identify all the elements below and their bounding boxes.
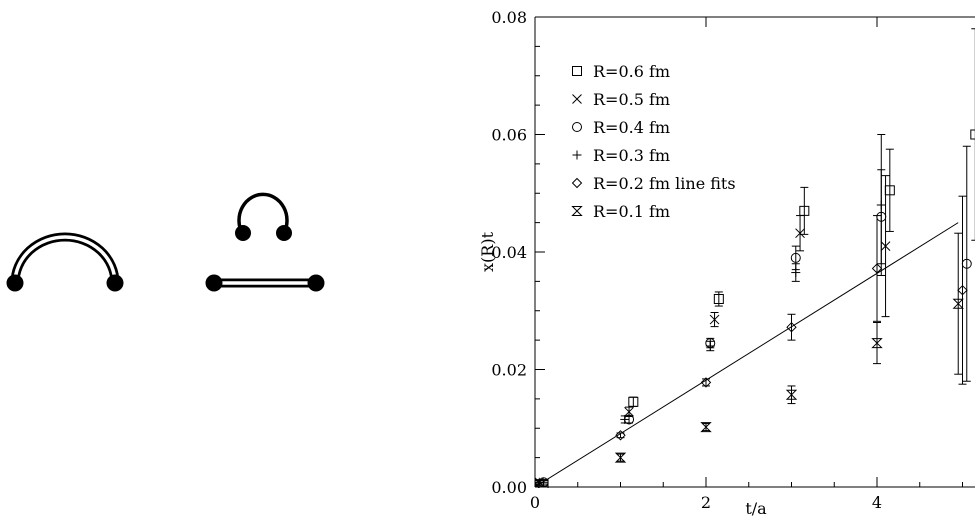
data-point-hourglass [700, 422, 712, 433]
data-point-diamond [615, 430, 626, 441]
data-point-cross [624, 406, 634, 417]
y-tick-label: 0.04 [491, 243, 527, 262]
legend-marker-circle [572, 122, 582, 132]
data-point-plus [705, 341, 715, 351]
data-point-plus [876, 200, 886, 210]
legend-label: R=0.5 fm [593, 90, 670, 109]
data-point-square [799, 205, 810, 216]
y-axis-label: x(R)t [478, 231, 497, 272]
data-point-hourglass [952, 298, 964, 309]
data-point-hourglass [871, 338, 883, 349]
legend-label: R=0.6 fm [593, 62, 670, 81]
loop-right-dot [276, 225, 292, 241]
bar-right-dot [307, 274, 325, 292]
data-point-hourglass [535, 479, 541, 488]
legend-label: R=0.1 fm [593, 202, 670, 221]
data-point-square [970, 129, 975, 140]
y-tick-label: 0.08 [491, 8, 527, 27]
legend-marker-square [572, 66, 582, 76]
data-point-plus [620, 414, 630, 424]
legend-marker-diamond [571, 177, 583, 189]
data-point-diamond [957, 284, 968, 296]
legend-label: R=0.2 fm line fits [593, 174, 736, 193]
data-point-circle [790, 252, 801, 263]
x-tick-label: 2 [701, 493, 711, 512]
y-tick-label: 0.06 [491, 126, 527, 145]
x-tick-label: 0 [530, 493, 540, 512]
wilson-loop-diagrams [6, 192, 325, 292]
double-arc-outer [10, 232, 120, 284]
data-point-diamond [700, 377, 712, 388]
small-loop-arc [237, 192, 289, 234]
data-point-square [628, 396, 639, 407]
data-point-cross [709, 314, 720, 325]
legend-marker-cross [572, 94, 582, 104]
legend-label: R=0.3 fm [593, 146, 670, 165]
data-point-plus [791, 268, 801, 278]
data-points-layer [535, 28, 975, 488]
left-endpoint-dot [6, 274, 24, 292]
data-point-diamond [786, 321, 797, 333]
legend-marker-plus [572, 150, 582, 160]
data-point-hourglass [614, 452, 627, 463]
x-axis-label: t/a [745, 499, 767, 518]
data-point-hourglass [785, 389, 798, 400]
x-tick-label: 4 [872, 493, 882, 512]
y-tick-label: 0.02 [491, 361, 527, 380]
data-point-cross [795, 228, 805, 239]
plot-area: 0 2 4 0.00 0.02 0.04 0.06 0.08 R=0.6 fm R=0.5 fm… [478, 8, 975, 518]
double-arc-inner [13, 235, 117, 284]
fit-line-layer [535, 222, 959, 488]
data-point-diamond [871, 263, 883, 274]
legend-label: R=0.4 fm [593, 118, 670, 137]
right-endpoint-dot [106, 274, 124, 292]
loop-left-dot [235, 225, 251, 241]
fit-line [535, 222, 959, 488]
y-tick-label: 0.00 [491, 478, 527, 497]
bar-left-dot [205, 274, 223, 292]
legend-marker-hourglass [571, 206, 583, 216]
data-point-cross [880, 241, 891, 251]
data-point-square [713, 294, 724, 304]
axis-ticks: 0 2 4 0.00 0.02 0.04 0.06 0.08 [491, 8, 963, 512]
legend: R=0.6 fm R=0.5 fm R=0.4 fm R=0.3 fm R=0.2 fm… [571, 62, 736, 221]
